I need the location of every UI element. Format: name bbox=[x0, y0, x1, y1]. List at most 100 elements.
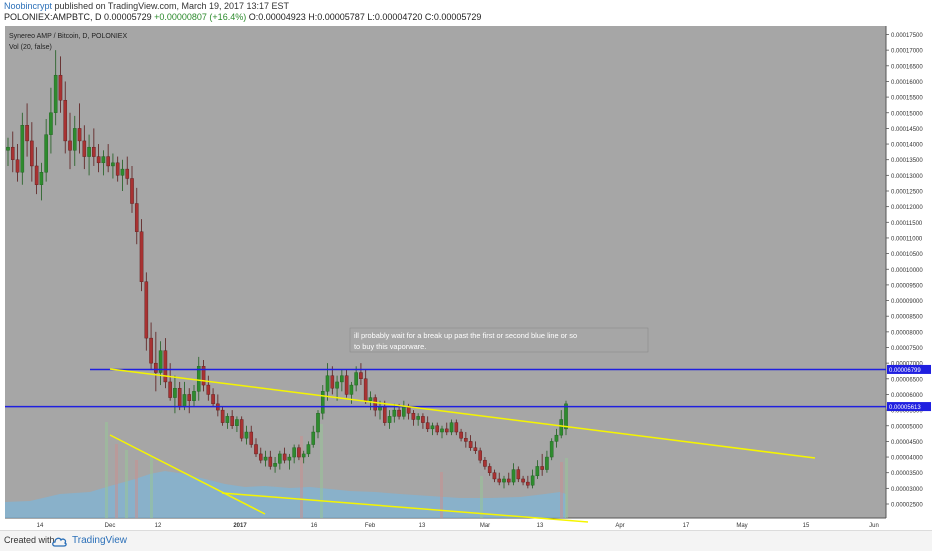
candle-body bbox=[115, 162, 120, 176]
volume-bar bbox=[300, 436, 303, 518]
annotation-box[interactable] bbox=[349, 327, 649, 353]
volume-bar bbox=[125, 450, 128, 518]
candle-body bbox=[134, 203, 139, 232]
price-tick-label: 0.00004500 bbox=[891, 440, 923, 446]
time-tick-label: Feb bbox=[365, 523, 376, 529]
descending-trendline-short[interactable] bbox=[109, 434, 266, 515]
candle-body bbox=[340, 375, 344, 383]
time-tick-label: Apr bbox=[615, 523, 624, 529]
price-tick-label: 0.00013500 bbox=[891, 158, 923, 164]
candle-body bbox=[311, 431, 316, 445]
descending-trendline-upper[interactable] bbox=[109, 368, 816, 459]
ohlc-values: O:0.00004923 H:0.00005787 L:0.00004720 C… bbox=[248, 12, 482, 22]
tradingview-brand[interactable]: TradingView bbox=[72, 535, 128, 546]
created-with-label: Created with bbox=[4, 535, 55, 545]
candle-body bbox=[382, 406, 387, 423]
candle-body bbox=[287, 456, 292, 461]
time-axis-panel bbox=[5, 518, 886, 530]
publisher-link[interactable]: Noobincrypt bbox=[4, 1, 53, 11]
volume-bar bbox=[150, 456, 153, 518]
candle-body bbox=[444, 428, 449, 433]
candle-body bbox=[502, 478, 506, 483]
annotation-line-2: to buy this vaporware. bbox=[354, 342, 426, 351]
price-tick-label: 0.00011500 bbox=[891, 221, 923, 227]
candle-body bbox=[25, 125, 29, 142]
candle-body bbox=[368, 397, 373, 401]
candle-body bbox=[139, 231, 144, 282]
volume-bar bbox=[105, 422, 108, 518]
candle-body bbox=[258, 453, 263, 461]
candle-body bbox=[301, 453, 306, 458]
candle-body bbox=[182, 394, 187, 408]
time-tick-label: 17 bbox=[683, 523, 690, 529]
candle-body bbox=[158, 350, 163, 373]
time-tick-label: 16 bbox=[311, 523, 318, 529]
candle-body bbox=[187, 394, 192, 401]
price-tick-label: 0.00004000 bbox=[891, 456, 923, 462]
time-tick-label: May bbox=[736, 523, 747, 529]
price-tick-label: 0.00013000 bbox=[891, 174, 923, 180]
candle-body bbox=[292, 447, 296, 458]
price-change: +0.00000807 (+16.4%) bbox=[154, 12, 247, 22]
candle-body bbox=[363, 378, 368, 401]
support-trendline-lower[interactable] bbox=[221, 492, 589, 523]
candle-body bbox=[82, 140, 87, 157]
price-tick-label: 0.00006500 bbox=[891, 377, 923, 383]
candle-body bbox=[173, 387, 177, 398]
volume-bar bbox=[135, 460, 138, 518]
price-tick-label: 0.00009000 bbox=[891, 299, 923, 305]
candle-body bbox=[516, 469, 521, 480]
candle-body bbox=[330, 375, 335, 389]
candle-body bbox=[230, 416, 234, 426]
candle-body bbox=[20, 125, 25, 173]
candle-body bbox=[96, 156, 101, 164]
candle-body bbox=[435, 425, 440, 433]
candle-body bbox=[373, 397, 378, 411]
candle-body bbox=[397, 409, 401, 417]
price-tick-label: 0.00012000 bbox=[891, 205, 923, 211]
candle-body bbox=[530, 475, 535, 486]
candle-body bbox=[359, 372, 363, 380]
candle-body bbox=[392, 409, 397, 417]
candle-body bbox=[335, 381, 339, 389]
candle-body bbox=[421, 416, 425, 423]
candle-body bbox=[430, 425, 435, 430]
candle-body bbox=[554, 434, 559, 442]
candle-body bbox=[220, 409, 225, 423]
candle-body bbox=[316, 413, 320, 433]
candle-body bbox=[196, 366, 201, 392]
candle-body bbox=[483, 459, 487, 467]
candle-body bbox=[101, 156, 106, 164]
candle-body bbox=[30, 140, 34, 167]
price-tick-label: 0.00006000 bbox=[891, 393, 923, 399]
candle-body bbox=[540, 466, 544, 470]
price-tick-label: 0.00007500 bbox=[891, 346, 923, 352]
price-tick-label: 0.00017500 bbox=[891, 33, 923, 39]
price-axis-panel bbox=[886, 26, 932, 518]
chart-title: Synereo AMP / Bitcoin, D, POLONIEX bbox=[9, 33, 127, 40]
price-tick-label: 0.00016500 bbox=[891, 64, 923, 70]
candle-body bbox=[478, 450, 482, 461]
candle-body bbox=[378, 406, 382, 411]
candle-body bbox=[206, 384, 211, 395]
volume-bar bbox=[560, 462, 563, 518]
candle-body bbox=[149, 337, 153, 364]
time-tick-label: 15 bbox=[803, 523, 810, 529]
candle-body bbox=[144, 281, 149, 339]
candle-body bbox=[497, 478, 502, 483]
candle-body bbox=[411, 413, 416, 420]
price-tick-label: 0.00014500 bbox=[891, 127, 923, 133]
volume-indicator-label: Vol (20, false) bbox=[9, 44, 52, 51]
candle-body bbox=[249, 431, 254, 445]
candle-body bbox=[111, 162, 115, 167]
candle-body bbox=[511, 469, 516, 483]
candle-body bbox=[454, 422, 459, 433]
candle-body bbox=[106, 156, 110, 167]
publish-info: Noobincrypt published on TradingView.com… bbox=[4, 1, 289, 11]
candle-body bbox=[521, 478, 525, 483]
price-chart[interactable]: 0.00017500 0.00017000 0.00016500 0.00016000… bbox=[0, 24, 932, 530]
candle-body bbox=[297, 447, 301, 458]
candle-body bbox=[473, 447, 478, 451]
candle-body bbox=[177, 387, 182, 408]
candle-body bbox=[34, 165, 39, 185]
